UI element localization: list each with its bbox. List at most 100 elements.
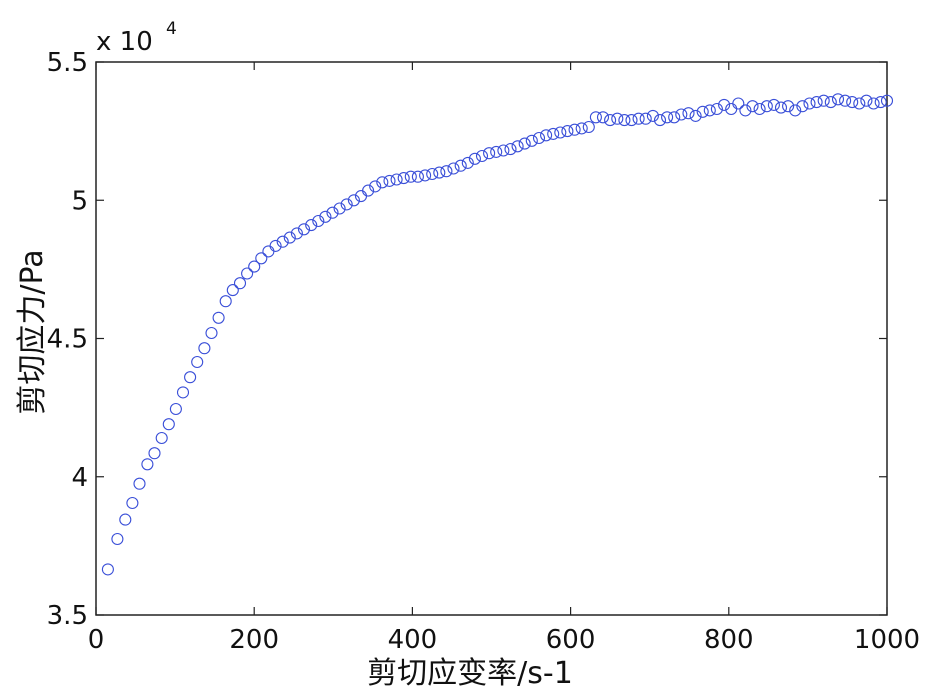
data-point (162, 418, 175, 431)
data-point (276, 235, 289, 248)
data-point (774, 101, 788, 114)
data-point (269, 239, 282, 252)
data-point (596, 111, 610, 124)
data-point (411, 170, 424, 183)
data-point (575, 122, 588, 135)
data-point (668, 111, 681, 124)
data-point (290, 227, 303, 240)
y-exponent-label: x 10 (96, 27, 153, 57)
data-point (689, 109, 702, 122)
y-axis-title: 剪切应力/Pa (15, 249, 50, 414)
data-point (219, 295, 232, 308)
data-point (839, 94, 852, 107)
data-point (846, 96, 859, 109)
data-point (305, 219, 318, 232)
data-point (176, 386, 190, 399)
tick-labels: 0 200 400 600 800 1000 3.5 4 4.5 5 5.5 (47, 48, 920, 655)
data-point (184, 371, 197, 384)
data-point (639, 112, 652, 125)
data-point (867, 97, 880, 110)
data-point (504, 143, 517, 156)
data-point (326, 206, 339, 219)
data-point (319, 210, 332, 223)
data-point (312, 214, 325, 228)
data-point (532, 131, 546, 145)
data-point (101, 563, 114, 576)
data-point (233, 277, 247, 290)
y-tick-label: 4.5 (47, 325, 88, 355)
data-point (810, 96, 823, 109)
data-point (255, 252, 268, 265)
data-point (461, 156, 474, 169)
data-point (397, 172, 410, 185)
data-point (333, 202, 346, 215)
data-point (561, 125, 574, 138)
data-point (760, 100, 773, 113)
data-point (710, 102, 723, 116)
x-tick-label: 800 (704, 625, 754, 655)
data-point (568, 123, 581, 136)
data-point (696, 105, 709, 118)
y-tick-label: 5 (71, 186, 88, 216)
data-point (433, 166, 446, 179)
data-point (525, 134, 538, 147)
data-point (796, 100, 809, 113)
data-point (675, 108, 688, 121)
data-point (198, 342, 211, 355)
data-point (732, 97, 745, 110)
data-point (746, 100, 759, 113)
data-point (475, 149, 489, 163)
data-point (547, 127, 560, 140)
data-point (419, 169, 432, 182)
x-axis-title: 剪切应变率/s-1 (367, 656, 573, 691)
data-point (703, 104, 716, 117)
data-point (212, 311, 225, 324)
data-point (625, 114, 638, 127)
data-point (589, 111, 602, 124)
data-point (205, 326, 218, 340)
data-point (468, 152, 481, 165)
x-tick-label: 0 (88, 625, 105, 655)
data-point (483, 147, 496, 160)
data-point (169, 402, 182, 416)
data-point (376, 176, 389, 189)
data-point (119, 513, 132, 526)
data-point (404, 170, 417, 183)
data-point (454, 159, 467, 172)
data-point (782, 100, 795, 113)
y-exponent-power: 4 (166, 19, 177, 39)
x-tick-label: 400 (388, 625, 438, 655)
data-point (518, 137, 531, 150)
data-point (661, 111, 674, 124)
data-point (860, 94, 873, 107)
data-point (248, 260, 261, 273)
data-point (148, 447, 161, 460)
data-point (340, 198, 353, 211)
data-point (191, 355, 204, 369)
x-tick-label: 200 (229, 625, 279, 655)
data-point (874, 96, 887, 109)
y-tick-label: 5.5 (47, 48, 88, 78)
data-point (497, 144, 510, 157)
data-point (739, 104, 752, 117)
data-point (803, 97, 816, 110)
data-point (831, 93, 845, 106)
data-point (511, 140, 524, 153)
axis-ticks (95, 61, 888, 616)
x-tick-label: 1000 (854, 625, 920, 655)
data-point (226, 284, 239, 297)
x-tick-label: 600 (546, 625, 596, 655)
data-point (297, 223, 311, 236)
data-point (362, 184, 375, 197)
data-point (369, 180, 382, 193)
data-point (490, 145, 503, 158)
data-point (853, 97, 866, 110)
data-point (447, 162, 460, 175)
plot-area (95, 61, 888, 616)
data-point (390, 173, 403, 186)
data-point (540, 129, 553, 142)
data-point (604, 114, 617, 127)
data-point (646, 109, 659, 122)
data-point (155, 431, 168, 445)
